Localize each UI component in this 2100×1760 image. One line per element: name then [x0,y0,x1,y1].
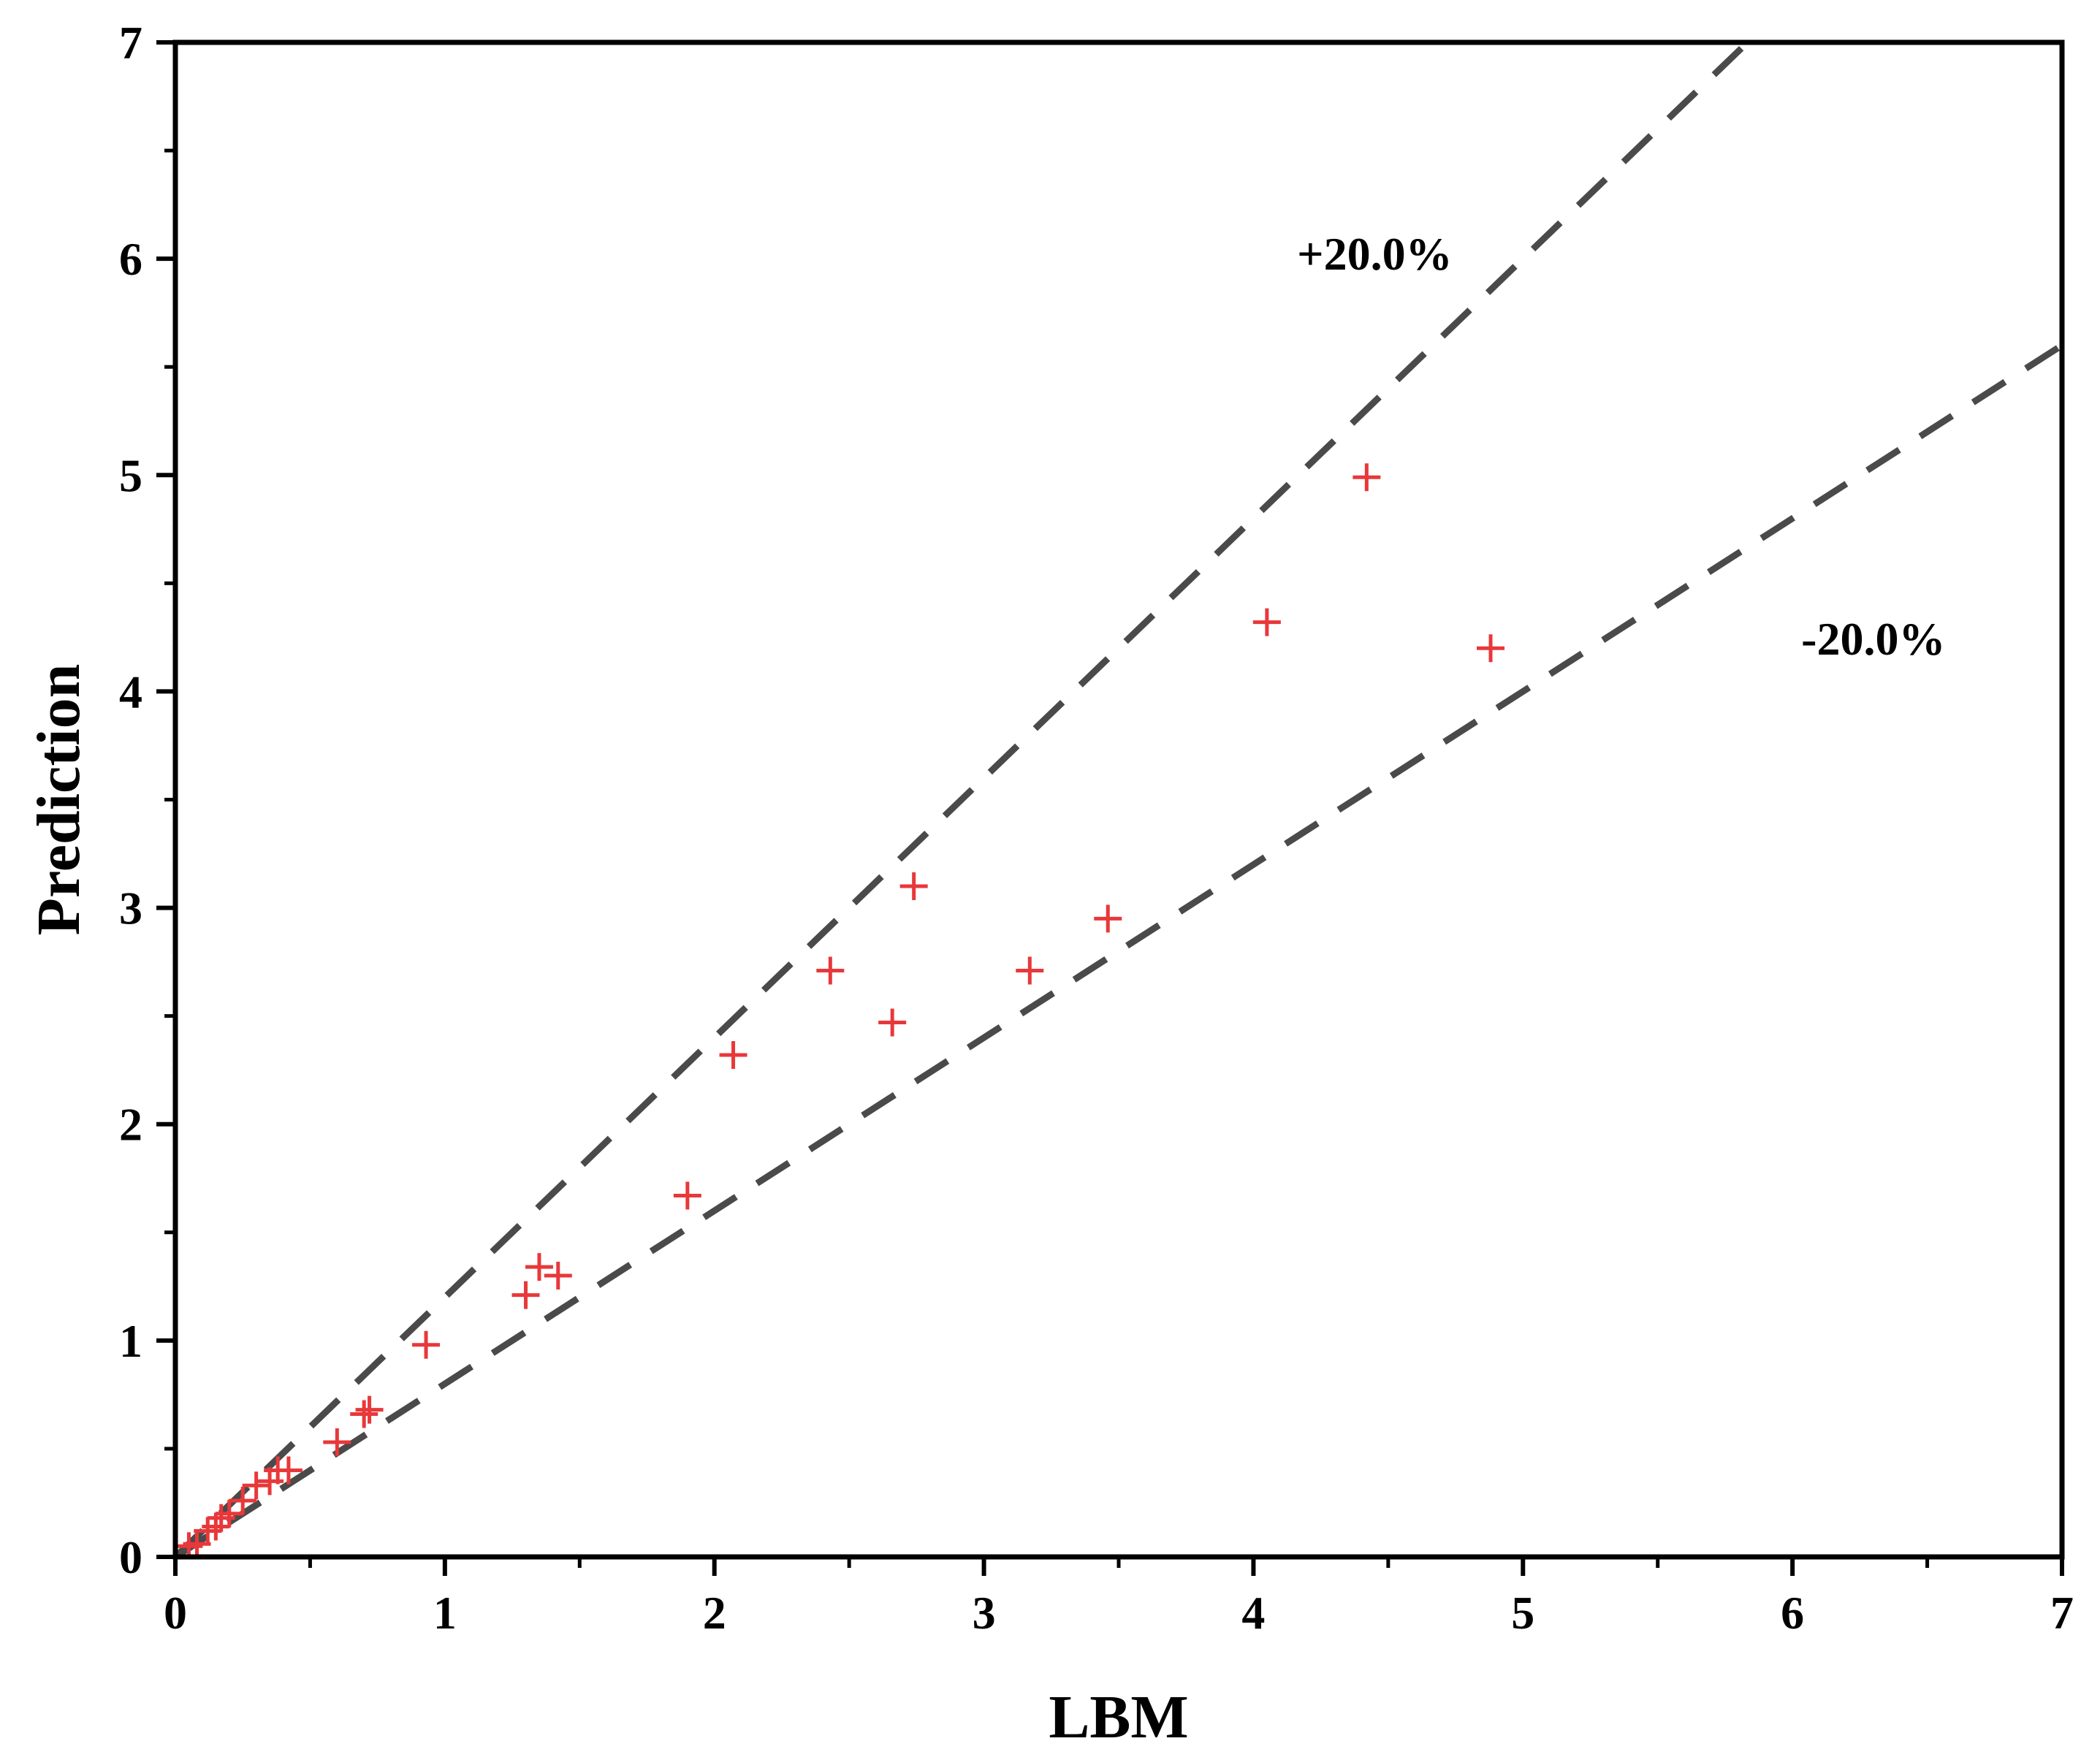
x-tick-label-5: 5 [1511,1587,1534,1639]
x-tick-label-2: 2 [703,1587,726,1639]
y-axis-title: Prediction [25,664,93,936]
bound-line-lower [175,342,2062,1557]
data-point-23 [1016,956,1044,985]
y-tick-label-2: 2 [119,1099,142,1151]
x-axis-title: LBM [1049,1683,1188,1751]
y-tick-label-5: 5 [119,449,142,501]
data-point-16 [525,1253,553,1281]
bound-lines [175,42,2062,1557]
data-point-22 [899,872,928,900]
bound-line-upper [175,42,1753,1557]
upper-bound-label: +20.0% [1297,228,1452,280]
data-point-15 [511,1281,540,1309]
y-tick-label-4: 4 [119,666,142,717]
x-tick-label-4: 4 [1241,1587,1265,1639]
x-tick-label-7: 7 [2050,1587,2074,1639]
data-point-11 [323,1428,351,1457]
plot-frame [172,39,2065,1560]
y-tick-label-6: 6 [119,233,142,285]
y-tick-label-0: 0 [119,1531,142,1583]
x-tick-label-1: 1 [433,1587,457,1639]
data-point-18 [673,1181,701,1210]
data-point-20 [816,956,845,985]
data-point-12 [350,1400,378,1428]
data-point-6 [229,1487,257,1515]
data-points [175,463,1505,1557]
x-tick-label-6: 6 [1781,1587,1804,1639]
lower-bound-label: -20.0% [1801,613,1945,665]
data-point-24 [1094,904,1122,933]
data-point-17 [544,1262,572,1290]
y-tick-label-1: 1 [119,1315,142,1367]
data-point-19 [719,1040,747,1069]
y-tick-label-7: 7 [119,17,142,69]
x-tick-label-3: 3 [973,1587,996,1639]
data-point-14 [412,1330,441,1359]
data-point-7 [242,1471,270,1500]
x-tick-label-0: 0 [164,1587,187,1639]
data-point-26 [1353,463,1381,492]
data-point-25 [1252,608,1281,636]
data-point-27 [1477,634,1505,663]
data-point-13 [355,1395,384,1424]
data-point-10 [274,1456,303,1485]
data-point-5 [215,1499,243,1528]
y-tick-label-3: 3 [119,883,142,934]
data-point-21 [878,1008,907,1037]
axes: 0 1 2 3 4 5 6 7 0 1 2 3 4 5 6 7 [119,17,2074,1639]
